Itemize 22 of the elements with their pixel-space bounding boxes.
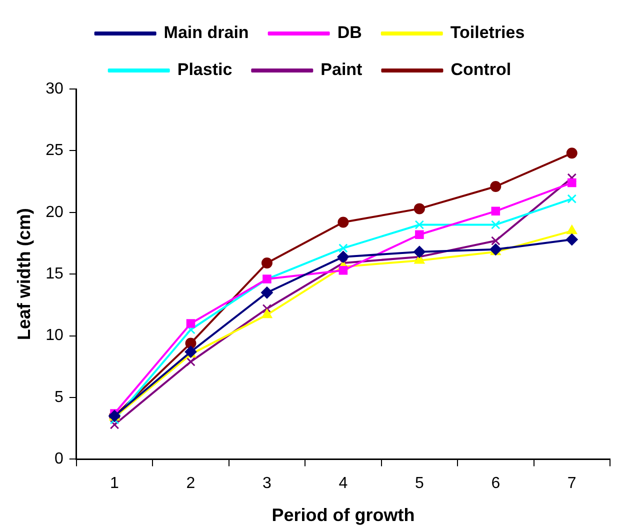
x-tick-label: 5: [414, 475, 424, 492]
legend-label: Control: [450, 60, 512, 80]
x-axis-title: Period of growth: [272, 505, 415, 526]
y-axis-title: Leaf width (cm): [14, 208, 34, 340]
x-tick-label: 6: [491, 475, 500, 492]
legend-label: DB: [337, 23, 362, 42]
x-tick-label: 1: [110, 475, 120, 492]
legend-label: Plastic: [177, 60, 232, 80]
legend-label: Main drain: [164, 23, 249, 42]
y-tick-label: 25: [46, 142, 64, 160]
x-tick-label: 2: [186, 475, 196, 492]
y-tick-label: 0: [54, 450, 64, 468]
x-tick-label: 3: [262, 475, 272, 492]
y-tick-label: 15: [46, 266, 64, 283]
legend-label: Paint: [320, 60, 363, 80]
legend-label: Toiletries: [450, 23, 525, 42]
y-tick-label: 30: [46, 80, 64, 98]
y-tick-label: 20: [46, 204, 64, 221]
x-tick-label: 4: [338, 475, 348, 492]
x-tick-label: 7: [567, 475, 576, 492]
y-tick-label: 5: [54, 388, 64, 406]
y-tick-label: 10: [46, 327, 64, 344]
